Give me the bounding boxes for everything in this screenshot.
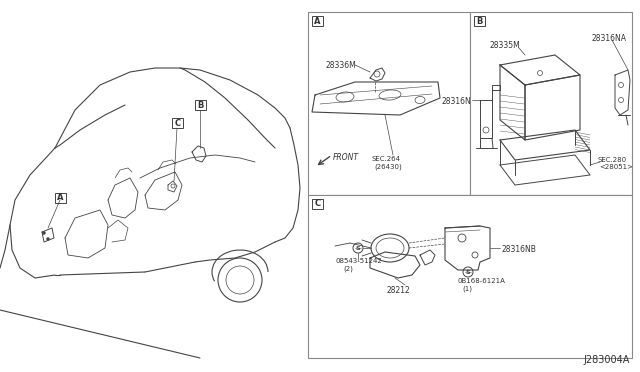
Text: S: S [466, 269, 470, 275]
Bar [55, 193, 66, 203]
Text: 28316NB: 28316NB [501, 245, 536, 254]
Text: 28316N: 28316N [441, 97, 471, 106]
Circle shape [42, 231, 45, 234]
Text: FRONT: FRONT [333, 153, 359, 162]
Bar [312, 16, 323, 26]
Text: B: B [197, 100, 204, 109]
Bar [308, 12, 470, 195]
Text: 28316NA: 28316NA [592, 34, 627, 43]
Text: A: A [57, 193, 64, 202]
Text: SEC.280: SEC.280 [597, 157, 626, 163]
Bar [470, 12, 632, 195]
Text: 28335M: 28335M [490, 41, 521, 50]
Text: S: S [356, 246, 360, 250]
Text: (26430): (26430) [374, 163, 402, 170]
Text: C: C [175, 119, 180, 128]
Text: 0B168-6121A: 0B168-6121A [458, 278, 506, 284]
Text: SEC.264: SEC.264 [372, 156, 401, 162]
Text: 28212: 28212 [386, 286, 410, 295]
Bar [312, 199, 323, 209]
Bar [195, 100, 206, 110]
Text: B: B [476, 16, 483, 26]
Bar [474, 16, 485, 26]
Bar [308, 195, 632, 358]
Text: C: C [314, 199, 321, 208]
Text: J283004A: J283004A [584, 355, 630, 365]
Circle shape [47, 237, 49, 241]
Text: 08543-51242: 08543-51242 [336, 258, 383, 264]
Text: (1): (1) [462, 285, 472, 292]
Text: 28336M: 28336M [325, 61, 356, 70]
Text: (2): (2) [343, 265, 353, 272]
Text: <28051>: <28051> [599, 164, 633, 170]
Bar [172, 118, 183, 128]
Text: A: A [314, 16, 321, 26]
